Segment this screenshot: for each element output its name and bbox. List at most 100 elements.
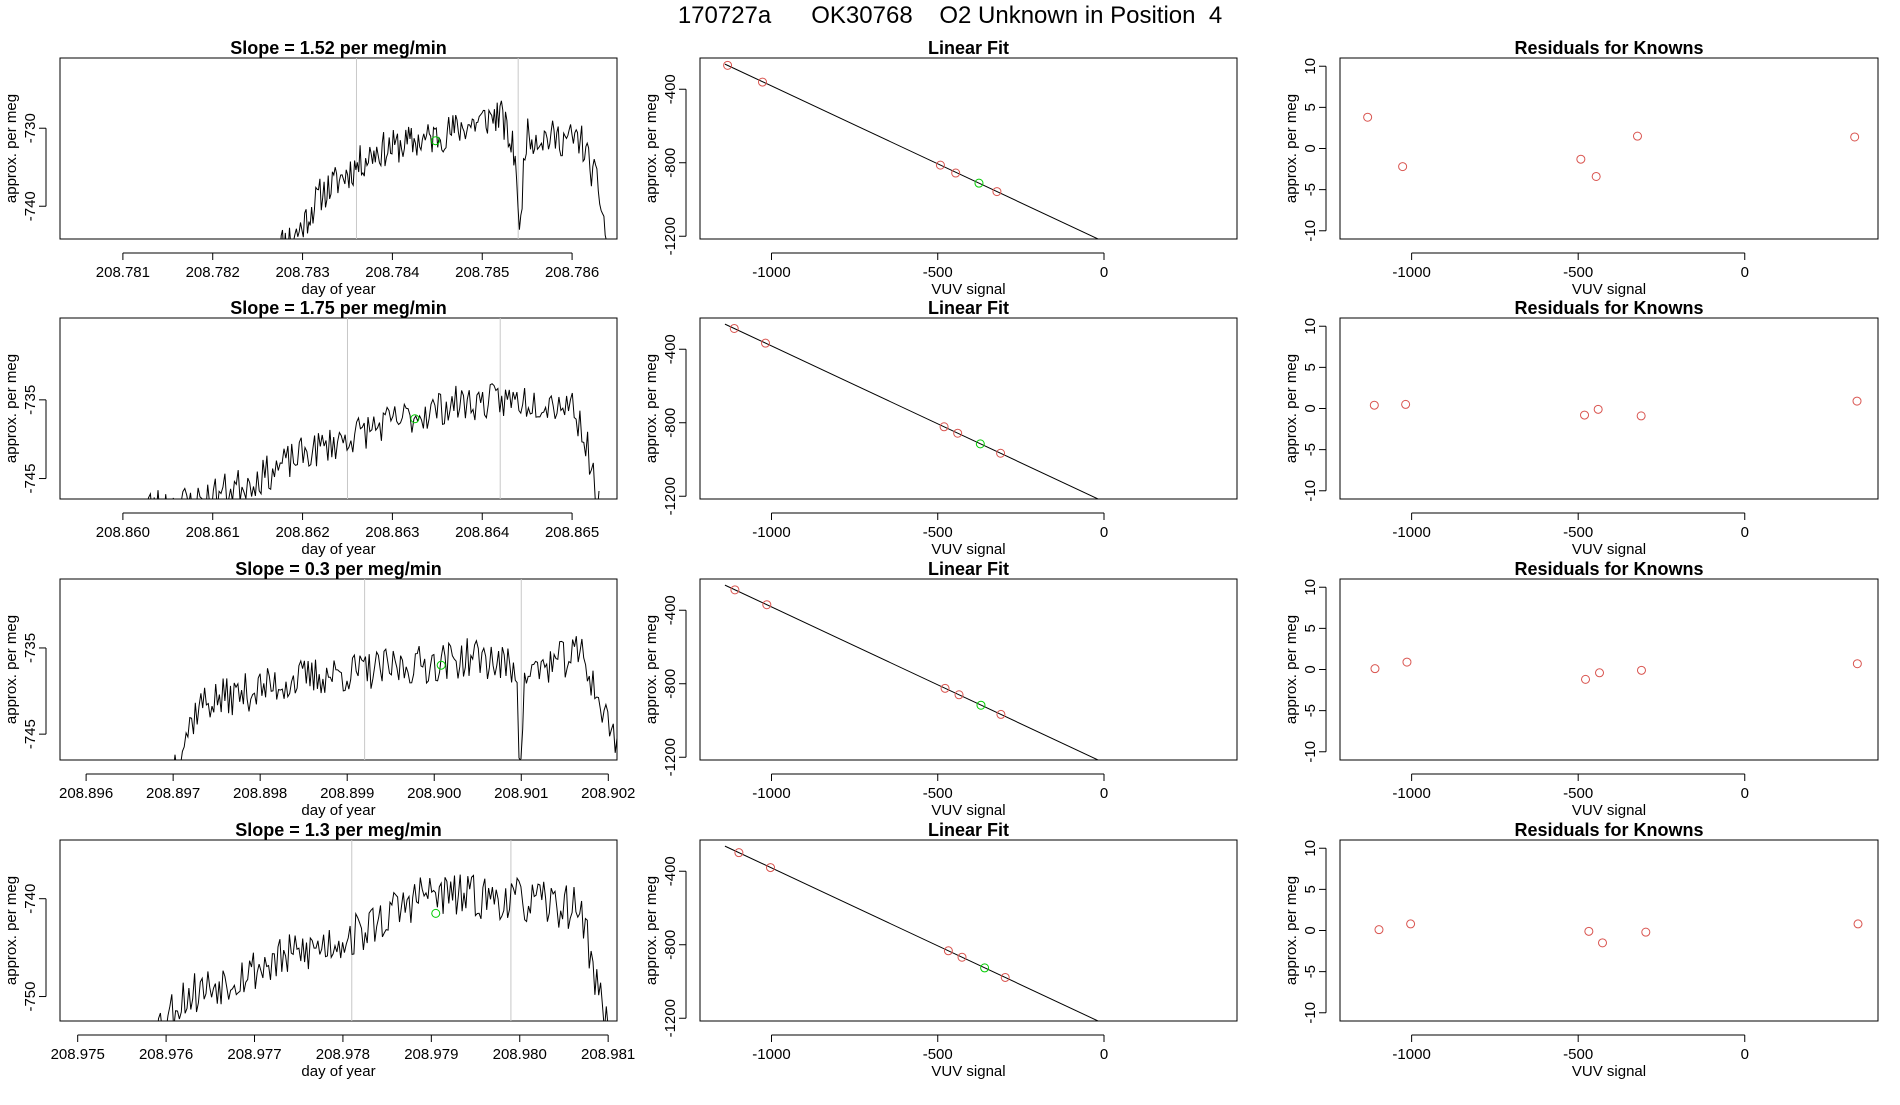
x-axis-label: VUV signal bbox=[1572, 281, 1646, 298]
y-axis-label: approx. per meg bbox=[643, 876, 660, 985]
y-tick-label: 10 bbox=[1302, 58, 1319, 75]
x-tick-label: -1000 bbox=[1392, 1046, 1430, 1063]
y-axis-label: approx. per meg bbox=[3, 615, 20, 724]
known-point bbox=[1000, 972, 1010, 982]
x-tick-label: 0 bbox=[1100, 1046, 1108, 1063]
unknown-point bbox=[976, 700, 986, 710]
unknown-point bbox=[974, 178, 984, 188]
residuals-panel: Residuals for Knowns -1000 -500 0 VUV signal… bbox=[1283, 559, 1879, 819]
x-tick-label: 208.860 bbox=[96, 524, 150, 541]
x-tick-label: -1000 bbox=[752, 785, 790, 802]
y-axis-label: approx. per meg bbox=[3, 94, 20, 203]
plot-title: Linear Fit bbox=[928, 38, 1009, 58]
y-tick-label: -740 bbox=[22, 191, 39, 221]
known-point bbox=[734, 848, 744, 858]
x-tick-label: 208.976 bbox=[139, 1046, 193, 1063]
y-tick-label: 0 bbox=[1302, 665, 1319, 673]
x-tick-label: -1000 bbox=[1392, 524, 1430, 541]
x-tick-label: 208.900 bbox=[407, 785, 461, 802]
x-tick-label: -1000 bbox=[1392, 264, 1430, 281]
plot-frame bbox=[1339, 317, 1879, 500]
x-tick-label: -500 bbox=[1563, 1046, 1593, 1063]
known-point bbox=[765, 863, 775, 873]
plot-title: Slope = 1.52 per meg/min bbox=[230, 38, 447, 58]
plot-frame bbox=[59, 317, 618, 500]
plot-frame bbox=[1339, 839, 1879, 1022]
x-tick-label: 0 bbox=[1741, 785, 1749, 802]
y-axis-label: approx. per meg bbox=[1283, 94, 1300, 203]
plot-frame bbox=[699, 57, 1238, 240]
y-axis-label: approx. per meg bbox=[643, 354, 660, 463]
x-tick-label: 208.864 bbox=[455, 524, 509, 541]
signal-trace bbox=[173, 636, 617, 760]
x-axis-label: VUV signal bbox=[931, 281, 1005, 298]
x-tick-label: -1000 bbox=[1392, 785, 1430, 802]
y-tick-label: -10 bbox=[1302, 741, 1319, 763]
x-tick-label: 208.896 bbox=[59, 785, 113, 802]
plot-title: Slope = 1.3 per meg/min bbox=[235, 820, 442, 840]
y-axis-label: approx. per meg bbox=[643, 94, 660, 203]
known-point bbox=[1210, 289, 1218, 297]
timeseries-panel: Slope = 1.3 per meg/min 208.975 208.976 208… bbox=[3, 820, 635, 1080]
x-tick-label: -1000 bbox=[752, 524, 790, 541]
residuals-panel: Residuals for Knowns -1000 -500 0 VUV signal… bbox=[1283, 38, 1879, 298]
signal-trace bbox=[147, 383, 600, 499]
x-tick-label: 208.782 bbox=[186, 264, 240, 281]
y-tick-label: -735 bbox=[22, 633, 39, 663]
y-tick-label: -1200 bbox=[662, 477, 679, 515]
plot-frame bbox=[59, 839, 618, 1022]
y-axis-label: approx. per meg bbox=[1283, 876, 1300, 985]
x-tick-label: 0 bbox=[1741, 1046, 1749, 1063]
x-tick-label: 208.862 bbox=[275, 524, 329, 541]
x-tick-label: 208.786 bbox=[545, 264, 599, 281]
linear-fit-panel: Linear Fit -1000 -500 0 VUV signal -1200 -800 -… bbox=[643, 298, 1238, 558]
x-tick-label: -500 bbox=[1563, 785, 1593, 802]
plot-frame bbox=[59, 57, 618, 240]
residual-point bbox=[1398, 162, 1408, 172]
x-tick-label: 208.975 bbox=[51, 1046, 105, 1063]
residual-point bbox=[1598, 938, 1608, 948]
residual-point bbox=[1406, 919, 1416, 929]
x-tick-label: 208.981 bbox=[581, 1046, 635, 1063]
x-axis-label: VUV signal bbox=[1572, 541, 1646, 558]
x-tick-label: 208.861 bbox=[186, 524, 240, 541]
known-point bbox=[729, 323, 739, 333]
unknown-marker bbox=[436, 660, 446, 670]
residual-point bbox=[1636, 665, 1646, 675]
plot-title: Residuals for Knowns bbox=[1514, 298, 1703, 318]
known-point bbox=[953, 428, 963, 438]
x-tick-label: 208.901 bbox=[494, 785, 548, 802]
x-axis-label: day of year bbox=[301, 541, 375, 558]
y-tick-label: -400 bbox=[662, 856, 679, 886]
x-tick-label: -500 bbox=[923, 1046, 953, 1063]
y-tick-label: -750 bbox=[22, 982, 39, 1012]
residual-point bbox=[1374, 925, 1384, 935]
y-tick-label: -800 bbox=[662, 669, 679, 699]
residuals-panel: Residuals for Knowns -1000 -500 0 VUV signal… bbox=[1283, 820, 1879, 1080]
y-tick-label: 0 bbox=[1302, 404, 1319, 412]
plot-title: Residuals for Knowns bbox=[1514, 820, 1703, 840]
y-tick-label: -1200 bbox=[662, 999, 679, 1037]
x-tick-label: -1000 bbox=[752, 1046, 790, 1063]
signal-trace bbox=[157, 874, 609, 1021]
residual-point bbox=[1593, 404, 1603, 414]
plot-title: Linear Fit bbox=[928, 559, 1009, 579]
x-tick-label: 208.781 bbox=[96, 264, 150, 281]
y-tick-label: -10 bbox=[1302, 1002, 1319, 1024]
x-axis-label: VUV signal bbox=[931, 1063, 1005, 1080]
x-tick-label: 208.784 bbox=[365, 264, 419, 281]
unknown-marker bbox=[431, 136, 441, 146]
y-axis-label: approx. per meg bbox=[3, 876, 20, 985]
plot-frame bbox=[699, 578, 1238, 761]
residual-point bbox=[1584, 926, 1594, 936]
y-tick-label: -800 bbox=[662, 930, 679, 960]
x-tick-label: 208.902 bbox=[581, 785, 635, 802]
y-tick-label: -740 bbox=[22, 884, 39, 914]
plot-title: Residuals for Knowns bbox=[1514, 559, 1703, 579]
y-tick-label: -10 bbox=[1302, 480, 1319, 502]
known-point bbox=[762, 600, 772, 610]
known-point bbox=[992, 187, 1002, 197]
known-point bbox=[939, 422, 949, 432]
y-tick-label: 5 bbox=[1302, 363, 1319, 371]
